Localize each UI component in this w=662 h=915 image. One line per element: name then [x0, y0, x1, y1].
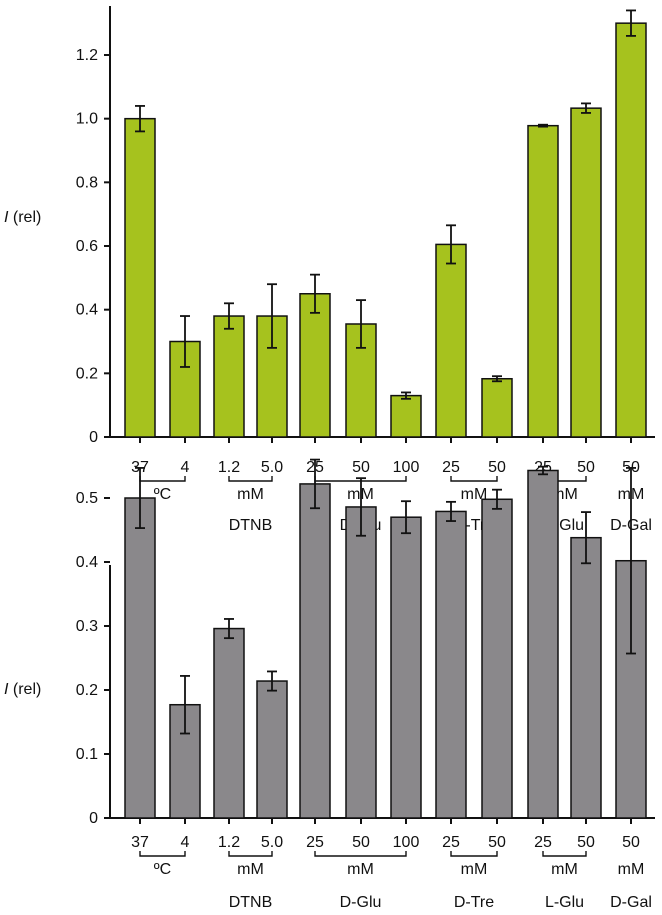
y-axis-label-italic: I	[4, 209, 9, 226]
bar-bottom	[124, 497, 156, 819]
x-tick-label-bottom: 25	[306, 834, 324, 851]
x-tick-label-top: 5.0	[261, 459, 283, 476]
group-unit-label-bottom: ºC	[154, 861, 171, 878]
bar-top	[615, 22, 647, 438]
x-tick-label-bottom: 50	[622, 834, 640, 851]
group-name-label-top: DTNB	[229, 517, 273, 534]
y-axis-label-top: I (rel)	[4, 209, 41, 226]
x-tick-label-bottom: 50	[352, 834, 370, 851]
bar-bottom	[527, 469, 559, 819]
x-tick-label-bottom: 100	[393, 834, 420, 851]
y-tick-label-bottom: 0.3	[76, 618, 98, 635]
group-name-label-bottom: D-Tre	[454, 894, 494, 911]
bar-top	[435, 243, 467, 438]
bar-top	[481, 377, 513, 438]
group-unit-label-bottom: mM	[237, 861, 264, 878]
x-tick-label-top: 25	[442, 459, 460, 476]
group-bracket-bottom	[450, 851, 498, 857]
x-tick-label-bottom: 25	[442, 834, 460, 851]
bar-top	[527, 124, 559, 438]
group-unit-label-bottom: mM	[347, 861, 374, 878]
x-tick-label-top: 50	[488, 459, 506, 476]
y-axis-label-rest: (rel)	[8, 681, 41, 698]
bar-top	[124, 117, 156, 438]
y-tick-label-bottom: 0.1	[76, 746, 98, 763]
group-unit-label-bottom: mM	[461, 861, 488, 878]
bar-top	[213, 315, 245, 438]
x-tick-label-top: 1.2	[218, 459, 240, 476]
y-tick-label-top: 0.8	[76, 174, 98, 191]
x-tick-label-bottom: 37	[131, 834, 149, 851]
x-tick-label-top: 4	[181, 459, 190, 476]
x-tick-label-top: 50	[577, 459, 595, 476]
bar-top	[390, 394, 422, 438]
bar-bottom	[435, 510, 467, 819]
y-tick-label-top: 0	[89, 429, 98, 446]
group-bracket-bottom	[542, 851, 587, 857]
group-bracket-top	[139, 476, 186, 482]
group-unit-label-top: ºC	[154, 486, 171, 503]
group-unit-label-top: mM	[461, 486, 488, 503]
y-axis-label-bottom: I (rel)	[4, 681, 41, 698]
group-unit-label-top: mM	[237, 486, 264, 503]
group-bracket-top	[228, 476, 273, 482]
bar-bottom	[213, 627, 245, 819]
chart-top: 00.20.40.60.81.01.2I (rel)37 4 1.2 5.0 25 50 1…	[4, 6, 655, 534]
bar-top	[299, 293, 331, 438]
x-tick-label-bottom: 1.2	[218, 834, 240, 851]
bar-bottom	[570, 536, 602, 819]
y-tick-label-top: 1.2	[76, 47, 98, 64]
group-unit-label-bottom: mM	[551, 861, 578, 878]
group-name-label-bottom: D-Glu	[340, 894, 382, 911]
y-axis-label-italic: I	[4, 681, 9, 698]
y-tick-label-bottom: 0.5	[76, 490, 98, 507]
group-name-label-bottom: D-Gal	[610, 894, 652, 911]
group-unit-label-bottom: mM	[618, 861, 645, 878]
bar-bottom	[345, 506, 377, 819]
group-name-label-bottom: DTNB	[229, 894, 273, 911]
y-tick-label-top: 0.4	[76, 302, 98, 319]
y-tick-label-top: 1.0	[76, 111, 98, 128]
y-tick-label-bottom: 0	[89, 810, 98, 827]
x-tick-label-bottom: 4	[181, 834, 190, 851]
bar-top	[570, 107, 602, 438]
bar-bottom	[299, 483, 331, 819]
x-tick-label-bottom: 50	[488, 834, 506, 851]
y-tick-label-bottom: 0.4	[76, 554, 98, 571]
x-tick-label-bottom: 5.0	[261, 834, 283, 851]
x-tick-label-top: 100	[393, 459, 420, 476]
x-tick-label-top: 50	[352, 459, 370, 476]
bar-bottom	[256, 680, 288, 819]
y-tick-label-bottom: 0.2	[76, 682, 98, 699]
group-bracket-bottom	[139, 851, 186, 857]
group-bracket-bottom	[228, 851, 273, 857]
y-axis-label-rest: (rel)	[8, 209, 41, 226]
chart-bottom: 0 0.1 0.2 0.3 0.4 0.5 I (rel) 37 4 1.2 5.0 25 50 100 2…	[4, 458, 655, 911]
y-tick-label-top: 0.6	[76, 238, 98, 255]
group-name-label-bottom: L-Glu	[545, 894, 584, 911]
x-tick-label-bottom: 50	[577, 834, 595, 851]
bar-bottom	[390, 516, 422, 819]
group-bracket-top	[450, 476, 498, 482]
x-tick-label-bottom: 25	[534, 834, 552, 851]
group-bracket-bottom	[314, 851, 407, 857]
y-tick-label-top: 0.2	[76, 365, 98, 382]
bar-bottom	[481, 498, 513, 819]
